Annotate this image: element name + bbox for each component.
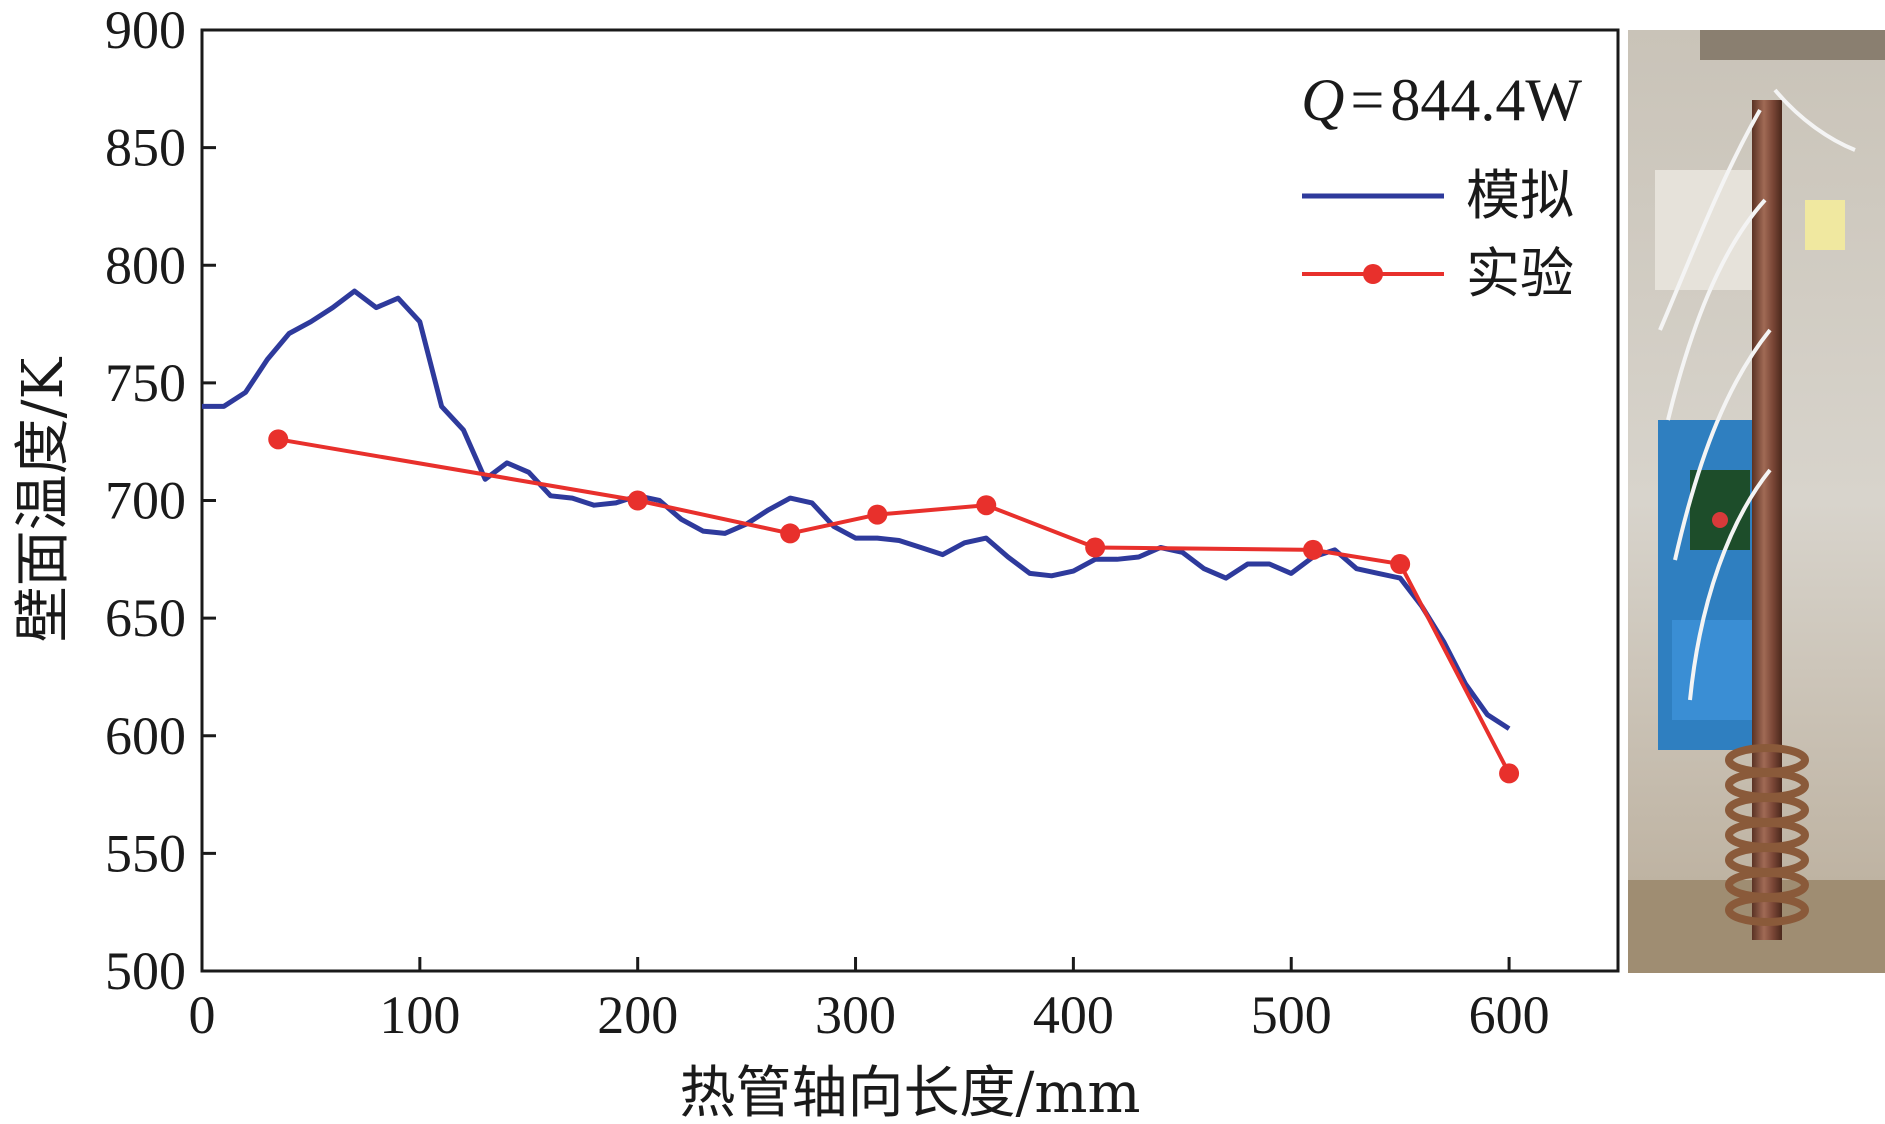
experiment-data-point: [867, 504, 888, 525]
x-tick-label: 500: [1251, 985, 1332, 1045]
photo-cabinet-lower: [1672, 620, 1762, 720]
x-tick-label: 300: [815, 985, 896, 1045]
y-tick-label: 600: [105, 706, 186, 766]
legend-label-simulation: 模拟: [1466, 164, 1574, 227]
y-tick-label: 800: [105, 235, 186, 295]
experiment-data-point: [1499, 763, 1520, 784]
power-annotation-equals: =: [1351, 67, 1385, 133]
photo-sign: [1805, 200, 1845, 250]
photo-cabinet-knob: [1712, 512, 1728, 528]
power-annotation: Q = 844.4W: [1301, 67, 1582, 133]
experiment-data-point: [976, 495, 997, 516]
experiment-data-point: [780, 523, 801, 544]
photo-wall-box: [1655, 170, 1755, 290]
experiment-data-point: [1085, 537, 1106, 558]
power-annotation-var: Q: [1301, 67, 1344, 133]
legend-marker-experiment: [1363, 264, 1383, 284]
photo-shelf: [1700, 30, 1885, 60]
x-tick-label: 600: [1469, 985, 1550, 1045]
legend: 模拟 实验: [1302, 164, 1574, 305]
x-tick-label: 400: [1033, 985, 1114, 1045]
experiment-data-point: [268, 429, 289, 450]
photo-heat-pipe: [1752, 100, 1782, 940]
y-tick-label: 700: [105, 471, 186, 531]
y-tick-label: 850: [105, 118, 186, 178]
y-tick-label: 500: [105, 941, 186, 1001]
y-axis: 500 550 600 650 700 750 800 850 900: [105, 0, 216, 1001]
experiment-data-point: [1390, 554, 1411, 575]
y-tick-label: 650: [105, 588, 186, 648]
experiment-data-point: [627, 490, 648, 511]
photo-heating-coil: [1725, 744, 1809, 926]
legend-label-experiment: 实验: [1466, 242, 1574, 305]
y-tick-label: 750: [105, 353, 186, 413]
series-line-simulation: [202, 288, 1511, 731]
x-tick-label: 200: [597, 985, 678, 1045]
y-tick-label: 550: [105, 823, 186, 883]
photo-thermocouple-wires: [1658, 88, 1856, 701]
series-layer: [202, 288, 1520, 784]
y-axis-title: 壁面温度/K: [11, 356, 76, 642]
y-tick-label: 900: [105, 0, 186, 60]
experiment-data-point: [1303, 539, 1324, 560]
x-axis-title: 热管轴向长度/mm: [679, 1061, 1140, 1124]
plot-frame: [200, 28, 1620, 973]
x-axis: 0 100 200 300 400 500 600: [189, 957, 1550, 1045]
power-annotation-value: 844.4W: [1390, 67, 1582, 133]
heat-pipe-experiment-photo: [1628, 30, 1885, 973]
photo-cabinet-panel: [1690, 470, 1750, 550]
x-tick-label: 100: [379, 985, 460, 1045]
x-tick-label: 0: [189, 985, 216, 1045]
